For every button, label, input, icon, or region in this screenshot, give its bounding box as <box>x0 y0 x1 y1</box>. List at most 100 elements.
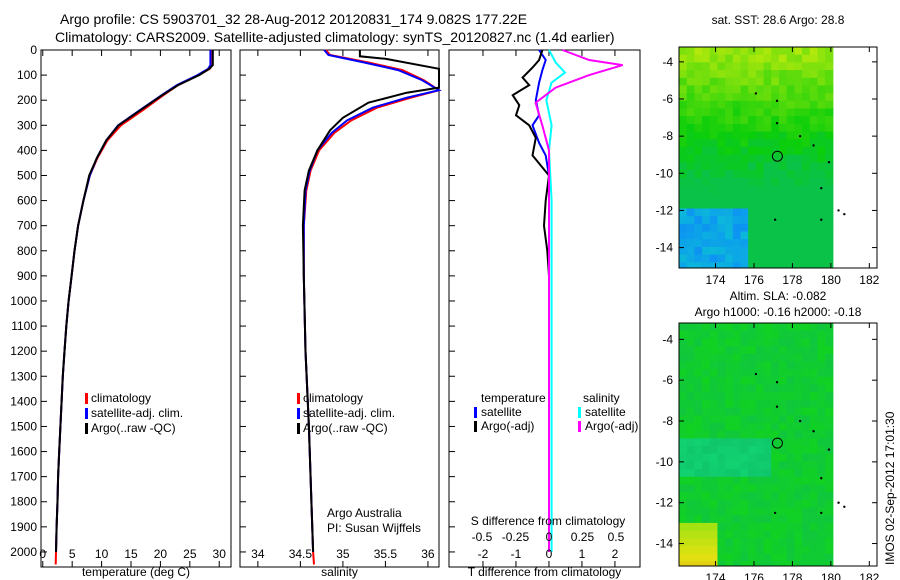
map-cell <box>709 561 719 566</box>
map-cell <box>771 376 780 386</box>
map-cell <box>709 476 719 486</box>
map-cell <box>786 262 795 268</box>
map-cell <box>725 353 734 363</box>
map-cell <box>686 77 695 87</box>
map-cell <box>817 330 826 339</box>
map-cell <box>694 384 703 393</box>
map-cell <box>809 407 819 416</box>
map-cell <box>755 353 765 363</box>
map-cell <box>763 208 772 217</box>
map-cell <box>802 208 811 217</box>
map-cell <box>725 415 734 424</box>
map-cell <box>802 193 811 202</box>
map-cell <box>771 522 780 532</box>
map-cell <box>802 123 811 133</box>
map-cell <box>817 538 826 547</box>
map-cell <box>702 177 711 187</box>
legend-swatch <box>85 393 88 404</box>
map-cell <box>725 85 734 94</box>
map-cell <box>702 330 711 339</box>
map-cell <box>694 231 703 240</box>
map-cell <box>778 369 788 378</box>
map-cell <box>778 77 788 87</box>
map-cell <box>771 254 780 263</box>
map-cell <box>825 530 834 539</box>
map-cell <box>809 522 819 532</box>
map-cell <box>748 177 757 187</box>
map-cell <box>786 70 795 79</box>
map-cell <box>694 392 703 401</box>
map-cell <box>809 369 819 378</box>
map-cell <box>763 70 772 79</box>
map-cell <box>802 538 811 547</box>
map-cell <box>748 223 757 233</box>
map-cell <box>717 47 726 56</box>
map-cell <box>755 545 765 555</box>
map-cell <box>763 392 772 401</box>
map-cell <box>817 146 826 156</box>
map-cell <box>748 47 757 56</box>
map-cell <box>771 553 780 562</box>
map-cell <box>709 369 719 378</box>
map-cell <box>786 376 795 386</box>
map-cell <box>732 262 742 268</box>
map-cell <box>748 515 757 524</box>
map-cell <box>709 330 719 339</box>
map-cell <box>825 384 834 393</box>
lon-tick-label: 176 <box>744 571 764 580</box>
map-cell <box>778 223 788 233</box>
map-cell <box>702 538 711 547</box>
map-cell <box>755 346 765 355</box>
map-cell <box>709 177 719 187</box>
map-cell <box>686 239 695 248</box>
map-cell <box>709 522 719 532</box>
map-cell <box>679 254 688 263</box>
map-cell <box>763 369 772 378</box>
map-cell <box>809 54 819 63</box>
map-cell <box>817 361 826 370</box>
map-cell <box>709 469 719 478</box>
map-cell <box>702 93 711 102</box>
y-tick-label: 100 <box>17 68 37 82</box>
map-cell <box>686 154 695 163</box>
map-cell <box>763 93 772 102</box>
map-cell <box>748 262 757 268</box>
map-cell <box>755 361 765 370</box>
map-frame <box>678 46 878 269</box>
island-marker <box>775 405 779 408</box>
map-cell <box>717 338 726 347</box>
map-cell <box>702 499 711 509</box>
map-cell <box>740 392 749 401</box>
map-cell <box>732 561 742 566</box>
island-marker <box>837 501 840 504</box>
map-cell <box>802 499 811 509</box>
map-cell <box>702 522 711 532</box>
map-cell <box>740 185 749 194</box>
map-cell <box>802 530 811 539</box>
island-marker <box>812 144 815 147</box>
map-cell <box>717 93 726 102</box>
map-cell <box>694 139 703 148</box>
profile-panel-3 <box>448 49 641 568</box>
map-cell <box>778 239 788 248</box>
map-cell <box>748 492 757 501</box>
map-cell <box>763 108 772 117</box>
map-cell <box>732 399 742 409</box>
map-cell <box>786 461 795 470</box>
map-cell <box>732 254 742 263</box>
map-cell <box>817 522 826 532</box>
map-cell <box>778 376 788 386</box>
map-cell <box>694 170 703 179</box>
map-cell <box>825 62 834 71</box>
map-cell <box>679 469 688 478</box>
map-cell <box>717 484 726 493</box>
legend-entry: climatology <box>91 391 151 405</box>
map-cell <box>748 208 757 217</box>
map-cell <box>755 422 765 432</box>
map-cell <box>755 185 765 194</box>
map-cell <box>694 515 703 524</box>
map-cell <box>755 146 765 156</box>
map-cell <box>702 545 711 555</box>
x-axis-label: T difference from climatology <box>468 565 622 579</box>
map-cell <box>717 361 726 370</box>
